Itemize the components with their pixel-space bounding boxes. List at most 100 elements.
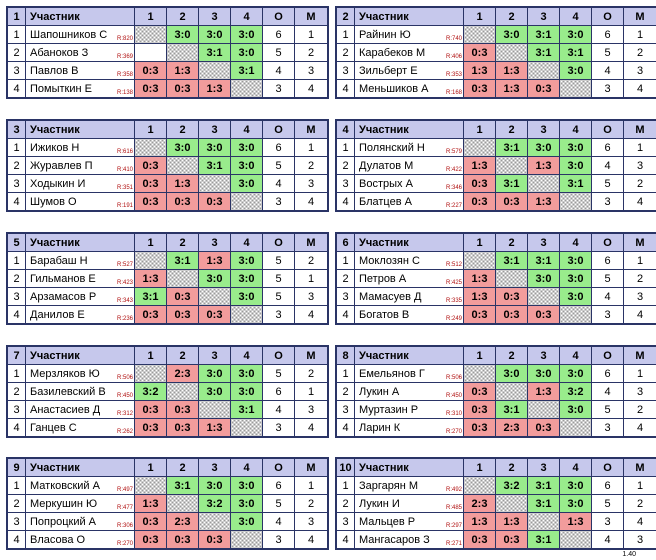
player-name-cell: Гильманов Е R:423 <box>25 269 135 288</box>
player-place: 1 <box>294 25 328 44</box>
player-points: 3 <box>591 79 624 98</box>
column-header: 4 <box>559 120 592 139</box>
player-seed: 2 <box>7 156 26 175</box>
match-score: 3:1 <box>527 530 560 549</box>
player-place: 4 <box>294 192 328 211</box>
match-score: 3:0 <box>527 364 560 383</box>
column-header: М <box>294 120 328 139</box>
player-place: 2 <box>623 174 656 193</box>
column-header: М <box>623 233 656 252</box>
match-score: 2:3 <box>463 494 496 513</box>
player-points: 3 <box>262 530 295 549</box>
group-table: 3 Участник 1 2 3 4 О М 1 Ижиков Н R:616 3:0 3:0 3:0 6 1… <box>6 119 329 212</box>
column-header: М <box>623 120 656 139</box>
player-row: 3 Зильберт Е R:353 1:3 1:3 3:0 4 3 <box>336 61 656 80</box>
group-table: 1 Участник 1 2 3 4 О М 1 Шапошников С R:820 3:0 3:0 3… <box>6 6 329 99</box>
self-match-cell <box>230 305 263 324</box>
match-score: 2:3 <box>166 364 199 383</box>
self-match-cell <box>559 530 592 549</box>
player-seed: 3 <box>336 287 355 306</box>
player-seed: 2 <box>7 43 26 62</box>
self-match-cell <box>527 400 560 419</box>
participant-column-header: Участник <box>354 346 464 365</box>
player-seed: 4 <box>7 418 26 437</box>
column-header: О <box>591 233 624 252</box>
player-points: 3 <box>591 192 624 211</box>
player-row: 1 Шапошников С R:820 3:0 3:0 3:0 6 1 <box>7 25 328 44</box>
match-score: 0:3 <box>527 305 560 324</box>
player-rating: R:527 <box>115 262 133 268</box>
column-header: 4 <box>230 346 263 365</box>
column-header: 2 <box>495 458 528 477</box>
match-score: 3:2 <box>134 382 167 401</box>
player-name: Петров А <box>359 272 407 285</box>
match-score: 3:0 <box>559 494 592 513</box>
player-seed: 3 <box>7 400 26 419</box>
column-header: 3 <box>198 458 231 477</box>
self-match-cell <box>495 43 528 62</box>
match-score: 3:0 <box>230 43 263 62</box>
player-rating: R:271 <box>444 541 462 547</box>
player-row: 1 Полянский Н R:579 3:1 3:0 3:0 6 1 <box>336 138 656 157</box>
player-points: 5 <box>591 494 624 513</box>
player-row: 2 Журавлев П R:410 0:3 3:1 3:0 5 2 <box>7 156 328 175</box>
player-row: 3 Арзамасов Р R:343 3:1 0:3 3:0 5 3 <box>7 287 328 306</box>
self-match-cell <box>463 251 496 270</box>
match-score: 1:3 <box>166 61 199 80</box>
player-name-cell: Вострых А R:346 <box>354 174 464 193</box>
match-score: 3:0 <box>559 287 592 306</box>
participant-column-header: Участник <box>354 233 464 252</box>
player-place: 2 <box>294 251 328 270</box>
player-row: 4 Ларин К R:270 0:3 2:3 0:3 3 4 <box>336 418 656 437</box>
player-place: 2 <box>623 43 656 62</box>
player-rating: R:450 <box>115 393 133 399</box>
player-name: Мальцев Р <box>359 515 416 528</box>
match-score: 2:3 <box>495 418 528 437</box>
player-rating: R:450 <box>444 393 462 399</box>
player-name: Мангасаров З <box>359 533 430 546</box>
player-seed: 1 <box>336 251 355 270</box>
column-header: О <box>262 233 295 252</box>
match-score: 0:3 <box>166 192 199 211</box>
group-number: 1 <box>7 7 26 26</box>
match-score: 3:0 <box>230 251 263 270</box>
player-points: 4 <box>591 287 624 306</box>
self-match-cell <box>463 364 496 383</box>
match-score: 0:3 <box>166 305 199 324</box>
column-header: 3 <box>198 233 231 252</box>
player-seed: 1 <box>7 138 26 157</box>
match-score: 3:1 <box>495 174 528 193</box>
player-points: 5 <box>262 156 295 175</box>
match-score: 3:0 <box>198 476 231 495</box>
player-seed: 4 <box>7 305 26 324</box>
player-points: 6 <box>262 138 295 157</box>
player-place: 4 <box>294 79 328 98</box>
column-header: 2 <box>166 458 199 477</box>
player-name: Павлов В <box>30 64 79 77</box>
player-points: 5 <box>262 251 295 270</box>
player-place: 1 <box>623 138 656 157</box>
player-points: 5 <box>591 269 624 288</box>
self-match-cell <box>559 305 592 324</box>
match-score: 3:2 <box>495 476 528 495</box>
player-row: 3 Мальцев Р R:297 1:3 1:3 1:3 3 4 <box>336 512 656 531</box>
column-header: 3 <box>198 7 231 26</box>
player-name: Гильманов Е <box>30 272 96 285</box>
player-row: 4 Меньшиков А R:168 0:3 1:3 0:3 3 4 <box>336 79 656 98</box>
match-score: 0:3 <box>134 305 167 324</box>
player-row: 2 Меркушин Ю R:477 1:3 3:2 3:0 5 2 <box>7 494 328 513</box>
player-place: 1 <box>623 251 656 270</box>
player-seed: 3 <box>336 61 355 80</box>
player-seed: 2 <box>7 269 26 288</box>
player-rating: R:512 <box>444 262 462 268</box>
player-name-cell: Ходыкин И R:351 <box>25 174 135 193</box>
match-score: 3:0 <box>166 138 199 157</box>
player-place: 2 <box>294 494 328 513</box>
match-score: 0:3 <box>198 305 231 324</box>
column-header: 3 <box>527 346 560 365</box>
match-score: 3:0 <box>230 269 263 288</box>
match-score: 3:0 <box>230 174 263 193</box>
self-match-cell <box>166 43 199 62</box>
column-header: М <box>294 233 328 252</box>
column-header: 4 <box>230 458 263 477</box>
